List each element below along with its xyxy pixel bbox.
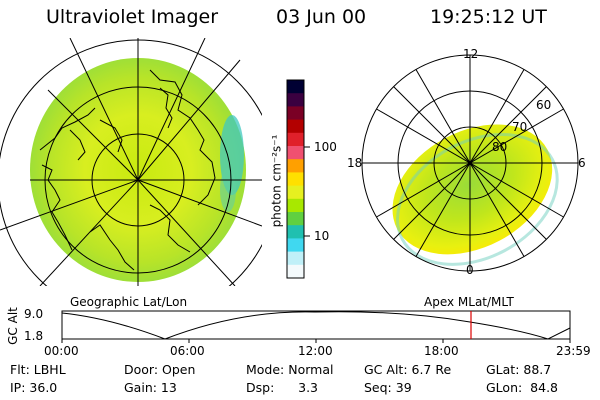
mlt-label-12: 12: [463, 47, 479, 61]
info-gain: Gain: 13: [124, 380, 177, 395]
xtick-2359: 23:59: [556, 344, 591, 358]
info-ip: IP: 36.0: [10, 380, 58, 395]
altitude-curve: [61, 311, 571, 340]
colorbar-segment: [287, 185, 304, 200]
info-mode: Mode: Normal: [246, 362, 334, 377]
right-map-caption: Apex MLat/MLT: [424, 295, 514, 309]
altitude-ytick-high: 9.0: [24, 307, 44, 321]
info-gc-alt: GC Alt: 6.7 Re: [364, 362, 452, 377]
altitude-ytick-low: 1.8: [24, 329, 44, 343]
coastline-outlines: [39, 69, 216, 271]
colorbar-segment: [287, 159, 304, 173]
colorbar-segment: [287, 212, 304, 226]
info-dsp: Dsp: 3.3: [246, 380, 319, 395]
mlt-label-0: 0: [466, 263, 474, 277]
lat-label-70: 70: [512, 120, 528, 134]
mlt-label-6: 6: [578, 156, 586, 170]
colorbar-segment: [287, 172, 304, 187]
colorbar-segment: [287, 264, 304, 279]
time: 19:25:12 UT: [430, 6, 547, 28]
altitude-plot: [61, 310, 571, 343]
left-map-caption: Geographic Lat/Lon: [70, 295, 188, 309]
colorbar-segment: [287, 198, 304, 213]
xtick-0000: 00:00: [44, 344, 79, 358]
lat-label-60: 60: [536, 98, 552, 112]
info-door: Door: Open: [124, 362, 196, 377]
altitude-ylabel: GC Alt: [5, 307, 20, 345]
title: Ultraviolet Imager: [46, 6, 219, 28]
magnetic-map: [361, 54, 579, 272]
info-glat: GLat: 88.7: [486, 362, 552, 377]
colorbar-segment: [287, 225, 304, 239]
colorbar: [286, 79, 305, 279]
xtick-1200: 12:00: [298, 344, 333, 358]
aurora-image-right: [392, 124, 553, 255]
colorbar-segment: [287, 146, 304, 160]
colorbar-tick-10: 10: [314, 229, 330, 243]
colorbar-segment: [287, 238, 304, 253]
colorbar-segment: [287, 93, 304, 107]
info-glon: GLon: 84.8: [486, 380, 558, 395]
colorbar-segment: [287, 106, 304, 121]
colorbar-segment: [287, 132, 304, 147]
xtick-1800: 18:00: [424, 344, 459, 358]
colorbar-segment: [287, 119, 304, 134]
mlt-label-18: 18: [347, 156, 363, 170]
info-filter: Flt: LBHL: [10, 362, 66, 377]
colorbar-segment: [287, 251, 304, 266]
colorbar-label: photon cm⁻²s⁻¹: [269, 134, 284, 228]
info-seq: Seq: 39: [364, 380, 412, 395]
colorbar-border: [286, 79, 305, 279]
colorbar-tick-100: 100: [314, 140, 337, 154]
lat-label-80: 80: [492, 140, 508, 154]
colorbar-segment: [287, 80, 304, 94]
geographic-map: [0, 38, 262, 286]
xtick-0600: 06:00: [170, 344, 205, 358]
date: 03 Jun 00: [276, 6, 367, 28]
